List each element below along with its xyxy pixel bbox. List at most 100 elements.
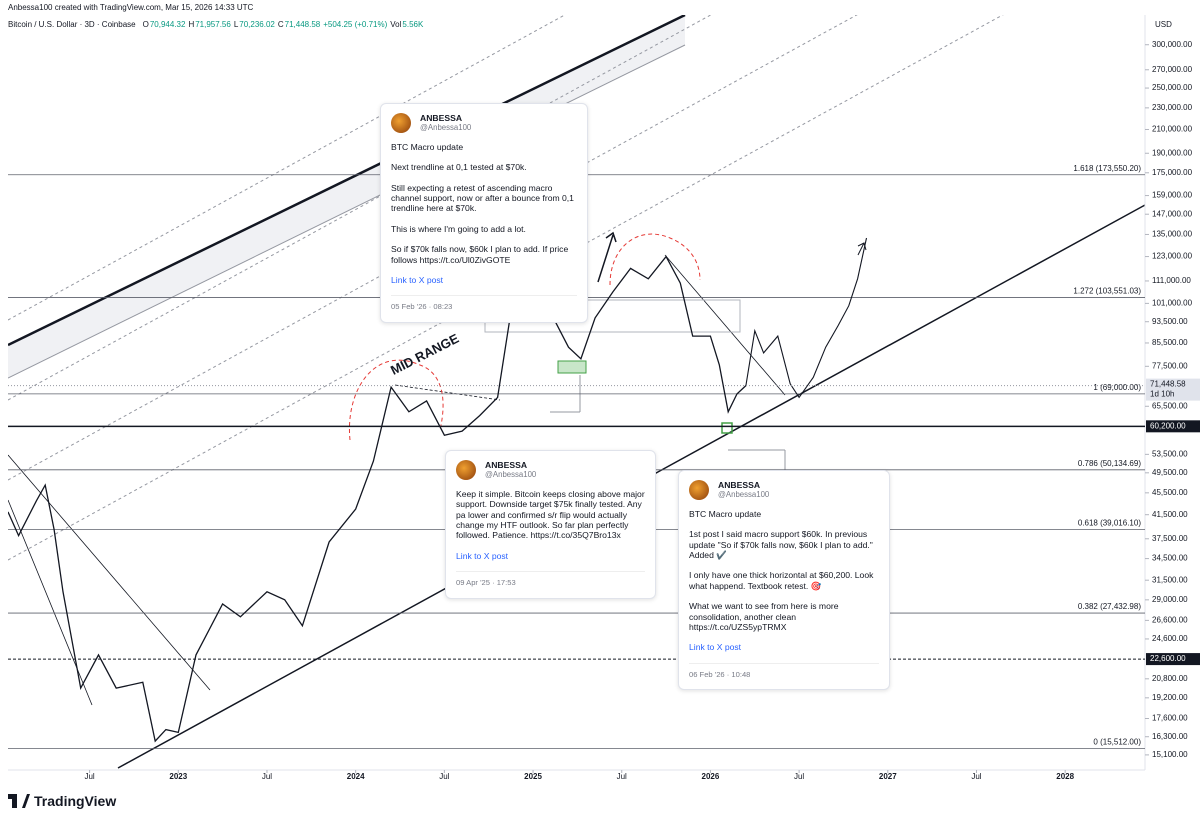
x-tick-label: Jul bbox=[971, 772, 981, 781]
legend-text: O bbox=[143, 20, 149, 29]
trend-line bbox=[664, 254, 786, 396]
x-tick-label: Jul bbox=[262, 772, 272, 781]
y-tick-label: 135,000.00 bbox=[1152, 230, 1193, 239]
legend-text: L bbox=[234, 20, 239, 29]
y-tick-label: 77,500.00 bbox=[1152, 361, 1188, 370]
currency: USD bbox=[1155, 20, 1172, 29]
trend-line bbox=[8, 15, 566, 321]
post-text: Next trendline at 0,1 tested at $70k. bbox=[391, 162, 527, 173]
post-card: ANBESSA @Anbessa100 BTC Macro update Next t… bbox=[380, 103, 588, 323]
post-text: This is where I'm going to add a lot. bbox=[391, 223, 526, 234]
avatar bbox=[456, 460, 476, 481]
y-tick-label: 175,000.00 bbox=[1152, 168, 1193, 177]
post-date: 05 Feb '26 · 08:23 bbox=[391, 295, 577, 312]
y-tick-label: 147,000.00 bbox=[1152, 209, 1193, 218]
author-name: ANBESSA bbox=[420, 113, 463, 123]
legend-text: 70,944.32 bbox=[150, 20, 186, 29]
post-text: So if $70k falls now, $60k I plan to add… bbox=[391, 244, 569, 265]
y-tick-label: 270,000.00 bbox=[1152, 65, 1193, 74]
fib-label: 0.382 (27,432.98) bbox=[1078, 602, 1141, 611]
fib-label: 1 (69,000.00) bbox=[1093, 383, 1141, 392]
legend-text: Vol bbox=[390, 20, 401, 29]
logo bbox=[8, 794, 30, 808]
zone-box bbox=[557, 360, 587, 374]
y-tick-label: 26,600.00 bbox=[1152, 615, 1188, 624]
y-tick-label: 45,500.00 bbox=[1152, 488, 1188, 497]
last-price-label: 71,448.58 bbox=[1150, 380, 1186, 389]
author-handle: @Anbessa100 bbox=[420, 123, 472, 133]
post-header: ANBESSA @Anbessa100 bbox=[456, 460, 645, 481]
post-text: What we want to see from here is more co… bbox=[689, 601, 839, 633]
y-tick-label: 49,500.00 bbox=[1152, 468, 1188, 477]
post-link[interactable]: Link to X post bbox=[456, 550, 509, 561]
trend-line bbox=[8, 454, 211, 691]
y-tick-label: 15,100.00 bbox=[1152, 750, 1188, 759]
x-tick-label: 2025 bbox=[524, 772, 542, 781]
author-name: ANBESSA bbox=[485, 460, 528, 470]
post-card: ANBESSA @Anbessa100 BTC Macro update 1st po… bbox=[678, 470, 890, 691]
y-tick-label: 230,000.00 bbox=[1152, 103, 1193, 112]
level-label: 60,200.00 bbox=[1150, 421, 1186, 430]
y-tick-label: 190,000.00 bbox=[1152, 148, 1193, 157]
y-tick-label: 111,000.00 bbox=[1152, 276, 1191, 285]
legend-text: +504.25 (+0.71%) bbox=[323, 20, 387, 29]
y-tick-label: 123,000.00 bbox=[1152, 252, 1193, 261]
post-text: Still expecting a retest of ascending ma… bbox=[391, 182, 574, 214]
x-tick-label: Jul bbox=[617, 772, 627, 781]
trend-line bbox=[8, 15, 712, 401]
author: ANBESSA @Anbessa100 bbox=[718, 480, 769, 501]
author-name: ANBESSA bbox=[718, 480, 761, 490]
y-tick-label: 19,200.00 bbox=[1152, 693, 1188, 702]
post-date: 06 Feb '26 · 10:48 bbox=[689, 662, 879, 680]
post-link[interactable]: Link to X post bbox=[391, 275, 444, 286]
fib-label: 1.618 (173,550.20) bbox=[1073, 164, 1141, 173]
legend-text: 71,448.58 bbox=[285, 20, 321, 29]
y-tick-label: 16,300.00 bbox=[1152, 732, 1188, 741]
price-line bbox=[745, 237, 868, 399]
legend-text: H bbox=[188, 20, 194, 29]
post-date: 09 Apr '25 · 17:53 bbox=[456, 571, 645, 588]
post-text: BTC Macro update bbox=[391, 141, 464, 152]
post-text: BTC Macro update bbox=[689, 508, 762, 519]
level-box bbox=[1146, 420, 1200, 433]
author: ANBESSA @Anbessa100 bbox=[485, 460, 536, 481]
channel-line bbox=[8, 15, 686, 347]
y-tick-label: 300,000.00 bbox=[1152, 40, 1193, 49]
y-tick-label: 24,600.00 bbox=[1152, 634, 1188, 643]
footer: TradingView bbox=[8, 793, 116, 809]
author-handle: @Anbessa100 bbox=[718, 490, 770, 500]
post-header: ANBESSA @Anbessa100 bbox=[391, 113, 577, 134]
legend: Bitcoin / U.S. Dollar · 3D · Coinbase O 70… bbox=[8, 20, 424, 29]
y-tick-label: 29,000.00 bbox=[1152, 595, 1188, 604]
range-arc bbox=[348, 359, 444, 441]
fib-label: 0.618 (39,016.10) bbox=[1078, 518, 1141, 527]
y-tick-label: 65,500.00 bbox=[1152, 401, 1188, 410]
y-tick-label: 210,000.00 bbox=[1152, 125, 1193, 134]
author-line: Anbessa100 created with TradingView.com,… bbox=[8, 3, 254, 12]
legend-text: 70,236.02 bbox=[239, 20, 275, 29]
avatar bbox=[391, 113, 411, 134]
fib-label: 0.786 (50,134.69) bbox=[1078, 459, 1141, 468]
legend-text: Bitcoin / U.S. Dollar · 3D · Coinbase bbox=[8, 20, 136, 29]
level-label: 22,600.00 bbox=[1150, 654, 1186, 663]
y-tick-label: 85,500.00 bbox=[1152, 338, 1188, 347]
annotation: MID RANGE bbox=[388, 330, 461, 377]
legend-text: 5.56K bbox=[402, 20, 424, 29]
y-tick-label: 41,500.00 bbox=[1152, 510, 1188, 519]
post-link[interactable]: Link to X post bbox=[689, 642, 742, 653]
y-tick-label: 20,800.00 bbox=[1152, 674, 1188, 683]
zone-box bbox=[721, 422, 733, 434]
countdown: 1d 10h bbox=[1150, 390, 1174, 399]
x-tick-label: 2027 bbox=[879, 772, 897, 781]
post-text: 1st post I said macro support $60k. In p… bbox=[689, 529, 873, 561]
post-card: ANBESSA @Anbessa100 Keep it simple. Bitcoi… bbox=[445, 450, 656, 599]
x-tick-label: Jul bbox=[794, 772, 804, 781]
fib-label: 1.272 (103,551.03) bbox=[1073, 287, 1141, 296]
y-tick-label: 101,000.00 bbox=[1152, 298, 1193, 307]
level-box bbox=[1146, 653, 1200, 666]
author: ANBESSA @Anbessa100 bbox=[420, 113, 471, 134]
arrow bbox=[597, 231, 617, 283]
x-tick-label: 2023 bbox=[169, 772, 187, 781]
y-tick-label: 31,500.00 bbox=[1152, 575, 1188, 584]
